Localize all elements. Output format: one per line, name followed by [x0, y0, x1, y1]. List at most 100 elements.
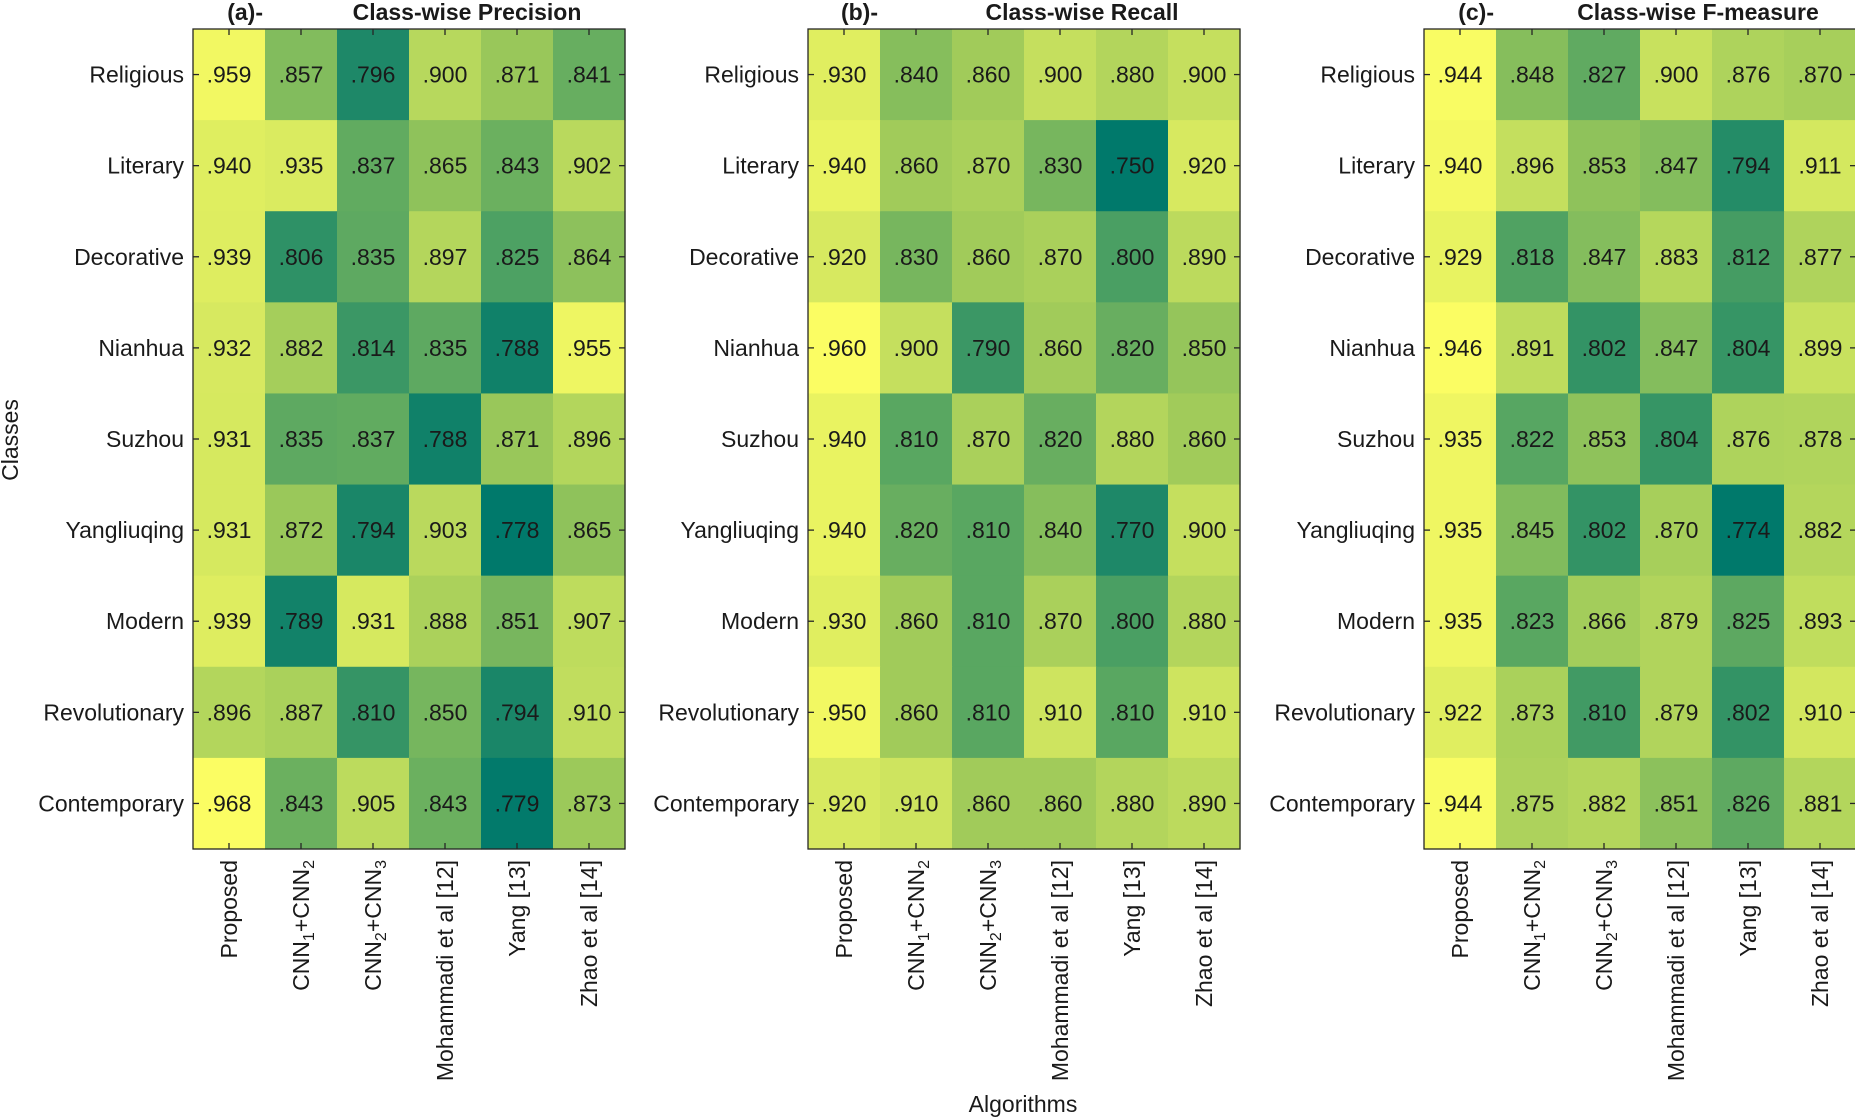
heatmap-cell-label: .820 [894, 517, 939, 543]
heatmap-cell [808, 211, 881, 303]
heatmap-cell-label: .903 [423, 517, 468, 543]
heatmap-cell-label: .778 [495, 517, 540, 543]
heatmap-cell-label: .840 [894, 62, 939, 88]
heatmap-cell [1568, 393, 1641, 486]
heatmap-cell-label: .794 [351, 517, 396, 543]
y-tick-label: Nianhua [713, 335, 799, 361]
heatmap-cell-label: .802 [1582, 335, 1627, 361]
x-tick-label-main: Mohammadi et al [12] [432, 860, 458, 1081]
y-tick-label: Literary [1338, 153, 1415, 179]
heatmap-cell [1640, 29, 1713, 121]
x-tick-label-main: Proposed [1447, 860, 1473, 958]
heatmap-cell [1712, 484, 1785, 577]
x-tick-label-subscript: 2 [301, 860, 318, 869]
heatmap-cell-label: .847 [1654, 153, 1699, 179]
heatmap-cell [1784, 666, 1855, 759]
y-tick-label: Modern [1337, 608, 1415, 634]
heatmap-cell-label: .900 [894, 335, 939, 361]
heatmap-cell-label: .837 [351, 426, 396, 452]
heatmap-cell-label: .810 [966, 608, 1011, 634]
heatmap-cell-label: .881 [1798, 790, 1843, 816]
x-tick-label-main: Zhao et al [14] [1191, 860, 1217, 1007]
heatmap-cell [1784, 120, 1855, 212]
heatmap-cell-label: .812 [1726, 244, 1771, 270]
heatmap-cell-label: .935 [1438, 517, 1483, 543]
x-tick-label-main: CNN [288, 941, 314, 991]
heatmap-cell [481, 484, 554, 577]
heatmap-cell-label: .887 [279, 699, 324, 725]
heatmap-cell [880, 575, 953, 668]
y-tick-label: Decorative [689, 244, 799, 270]
heatmap-cell-label: .882 [1798, 517, 1843, 543]
heatmap-cell-label: .843 [279, 790, 324, 816]
heatmap-cell [1424, 757, 1497, 850]
heatmap-cell-label: .818 [1510, 244, 1555, 270]
heatmap-cell-label: .940 [1438, 153, 1483, 179]
heatmap-cell [337, 211, 410, 303]
heatmap-cell-label: .860 [1038, 335, 1083, 361]
heatmap-cell-label: .890 [1182, 244, 1227, 270]
heatmap-cell [1168, 393, 1241, 486]
x-tick-label-main: +CNN [975, 869, 1001, 932]
heatmap-cell [1568, 484, 1641, 577]
panel-title: Class-wise Recall [985, 0, 1178, 25]
heatmap-cell-label: .882 [279, 335, 324, 361]
x-tick-label: Proposed [831, 860, 857, 958]
x-tick-label: Mohammadi et al [12] [1663, 860, 1689, 1081]
heatmap-cell [880, 302, 953, 395]
heatmap-cell-label: .940 [822, 426, 867, 452]
heatmap-cell [193, 120, 266, 212]
x-tick-label: Proposed [216, 860, 242, 958]
heatmap-cell [1784, 757, 1855, 850]
x-tick-label-main: Proposed [831, 860, 857, 958]
heatmap-cell-label: .851 [1654, 790, 1699, 816]
heatmap-cell-label: .873 [567, 790, 612, 816]
heatmap-cell-label: .890 [1182, 790, 1227, 816]
heatmap-cell-label: .830 [894, 244, 939, 270]
y-tick-label: Modern [721, 608, 799, 634]
heatmap-cell-label: .900 [1654, 62, 1699, 88]
heatmap-cell [337, 393, 410, 486]
heatmap-cell [1784, 393, 1855, 486]
heatmap-cell-label: .891 [1510, 335, 1555, 361]
heatmap-cell-label: .843 [495, 153, 540, 179]
heatmap-cell-label: .845 [1510, 517, 1555, 543]
heatmap-cell [265, 757, 338, 850]
heatmap-cell-label: .910 [1182, 699, 1227, 725]
y-tick-label: Yangliuqing [65, 517, 184, 543]
heatmap-cell [553, 393, 626, 486]
heatmap-cell [1496, 393, 1569, 486]
heatmap-panel-1: .930 .840 .860 .900 .880 .900 .940 .860 .870 .830… [653, 0, 1241, 1081]
heatmap-cell [481, 757, 554, 850]
heatmap-cell-label: .896 [207, 699, 252, 725]
heatmap-cell [1024, 29, 1097, 121]
x-tick-label-main: Yang [13] [504, 860, 530, 957]
heatmap-cell [337, 484, 410, 577]
heatmap-cell [1168, 120, 1241, 212]
heatmap-cell [1024, 393, 1097, 486]
x-tick-label-main: Zhao et al [14] [1807, 860, 1833, 1007]
heatmap-cell-label: .900 [1038, 62, 1083, 88]
heatmap-cell [1096, 29, 1169, 121]
heatmap-cell [1784, 211, 1855, 303]
heatmap-cell-label: .794 [495, 699, 540, 725]
heatmap-cell-label: .940 [822, 517, 867, 543]
heatmap-cell [193, 302, 266, 395]
heatmap-cell [481, 666, 554, 759]
heatmap-cell [1496, 211, 1569, 303]
heatmap-cell [1096, 302, 1169, 395]
x-tick-label-subscript: 3 [1604, 860, 1621, 869]
y-tick-label: Nianhua [1329, 335, 1415, 361]
heatmap-cell [1024, 211, 1097, 303]
heatmap-cell-label: .835 [423, 335, 468, 361]
heatmap-cell [1568, 757, 1641, 850]
heatmap-cell [1024, 575, 1097, 668]
heatmap-cell [409, 302, 482, 395]
heatmap-cell-label: .878 [1798, 426, 1843, 452]
heatmap-cell [193, 757, 266, 850]
heatmap-cell-label: .837 [351, 153, 396, 179]
heatmap-cell-label: .877 [1798, 244, 1843, 270]
heatmap-cell [481, 29, 554, 121]
heatmap-cell-label: .879 [1654, 608, 1699, 634]
heatmap-cell-label: .835 [279, 426, 324, 452]
